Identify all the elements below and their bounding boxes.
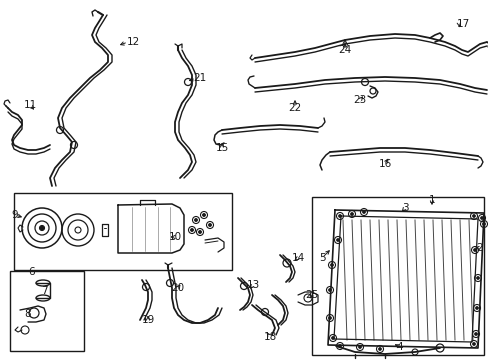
Circle shape [190,229,193,231]
Circle shape [482,222,485,225]
Circle shape [358,346,361,348]
Text: 9: 9 [12,210,18,220]
Text: 18: 18 [263,332,276,342]
Text: 10: 10 [168,232,181,242]
Text: 15: 15 [215,143,228,153]
Circle shape [198,230,201,234]
Circle shape [328,316,331,320]
Text: 25: 25 [305,290,318,300]
Bar [10,271,84,351]
Text: 19: 19 [141,315,154,325]
Circle shape [472,248,475,252]
Circle shape [471,215,474,217]
Circle shape [475,276,479,279]
Text: 12: 12 [126,37,140,47]
Text: 16: 16 [378,159,391,169]
Text: 6: 6 [29,267,35,277]
Circle shape [480,216,483,220]
Circle shape [208,224,211,226]
Circle shape [362,211,365,213]
Circle shape [473,333,476,336]
Text: 23: 23 [353,95,366,105]
Text: 5: 5 [318,253,325,263]
Text: 4: 4 [396,342,403,352]
Circle shape [471,342,474,346]
Text: 13: 13 [246,280,259,290]
Circle shape [202,213,205,216]
Bar [311,197,483,355]
Circle shape [194,219,197,221]
Circle shape [338,215,341,217]
Text: 11: 11 [23,100,37,110]
Text: 3: 3 [401,203,407,213]
Text: 17: 17 [455,19,468,29]
Text: 7: 7 [41,286,47,296]
Circle shape [474,306,478,310]
Circle shape [331,337,334,339]
Text: 21: 21 [193,73,206,83]
Text: 24: 24 [338,45,351,55]
Circle shape [338,345,341,347]
Circle shape [330,264,333,266]
Circle shape [378,347,381,351]
Circle shape [336,238,339,242]
Text: 8: 8 [24,309,31,319]
Text: 20: 20 [171,283,184,293]
Text: 14: 14 [291,253,304,263]
Bar [14,193,231,270]
Text: 22: 22 [288,103,301,113]
Text: 2: 2 [476,243,482,253]
Circle shape [328,288,331,292]
Text: 1: 1 [428,195,434,205]
Circle shape [40,225,44,230]
Circle shape [350,212,353,216]
